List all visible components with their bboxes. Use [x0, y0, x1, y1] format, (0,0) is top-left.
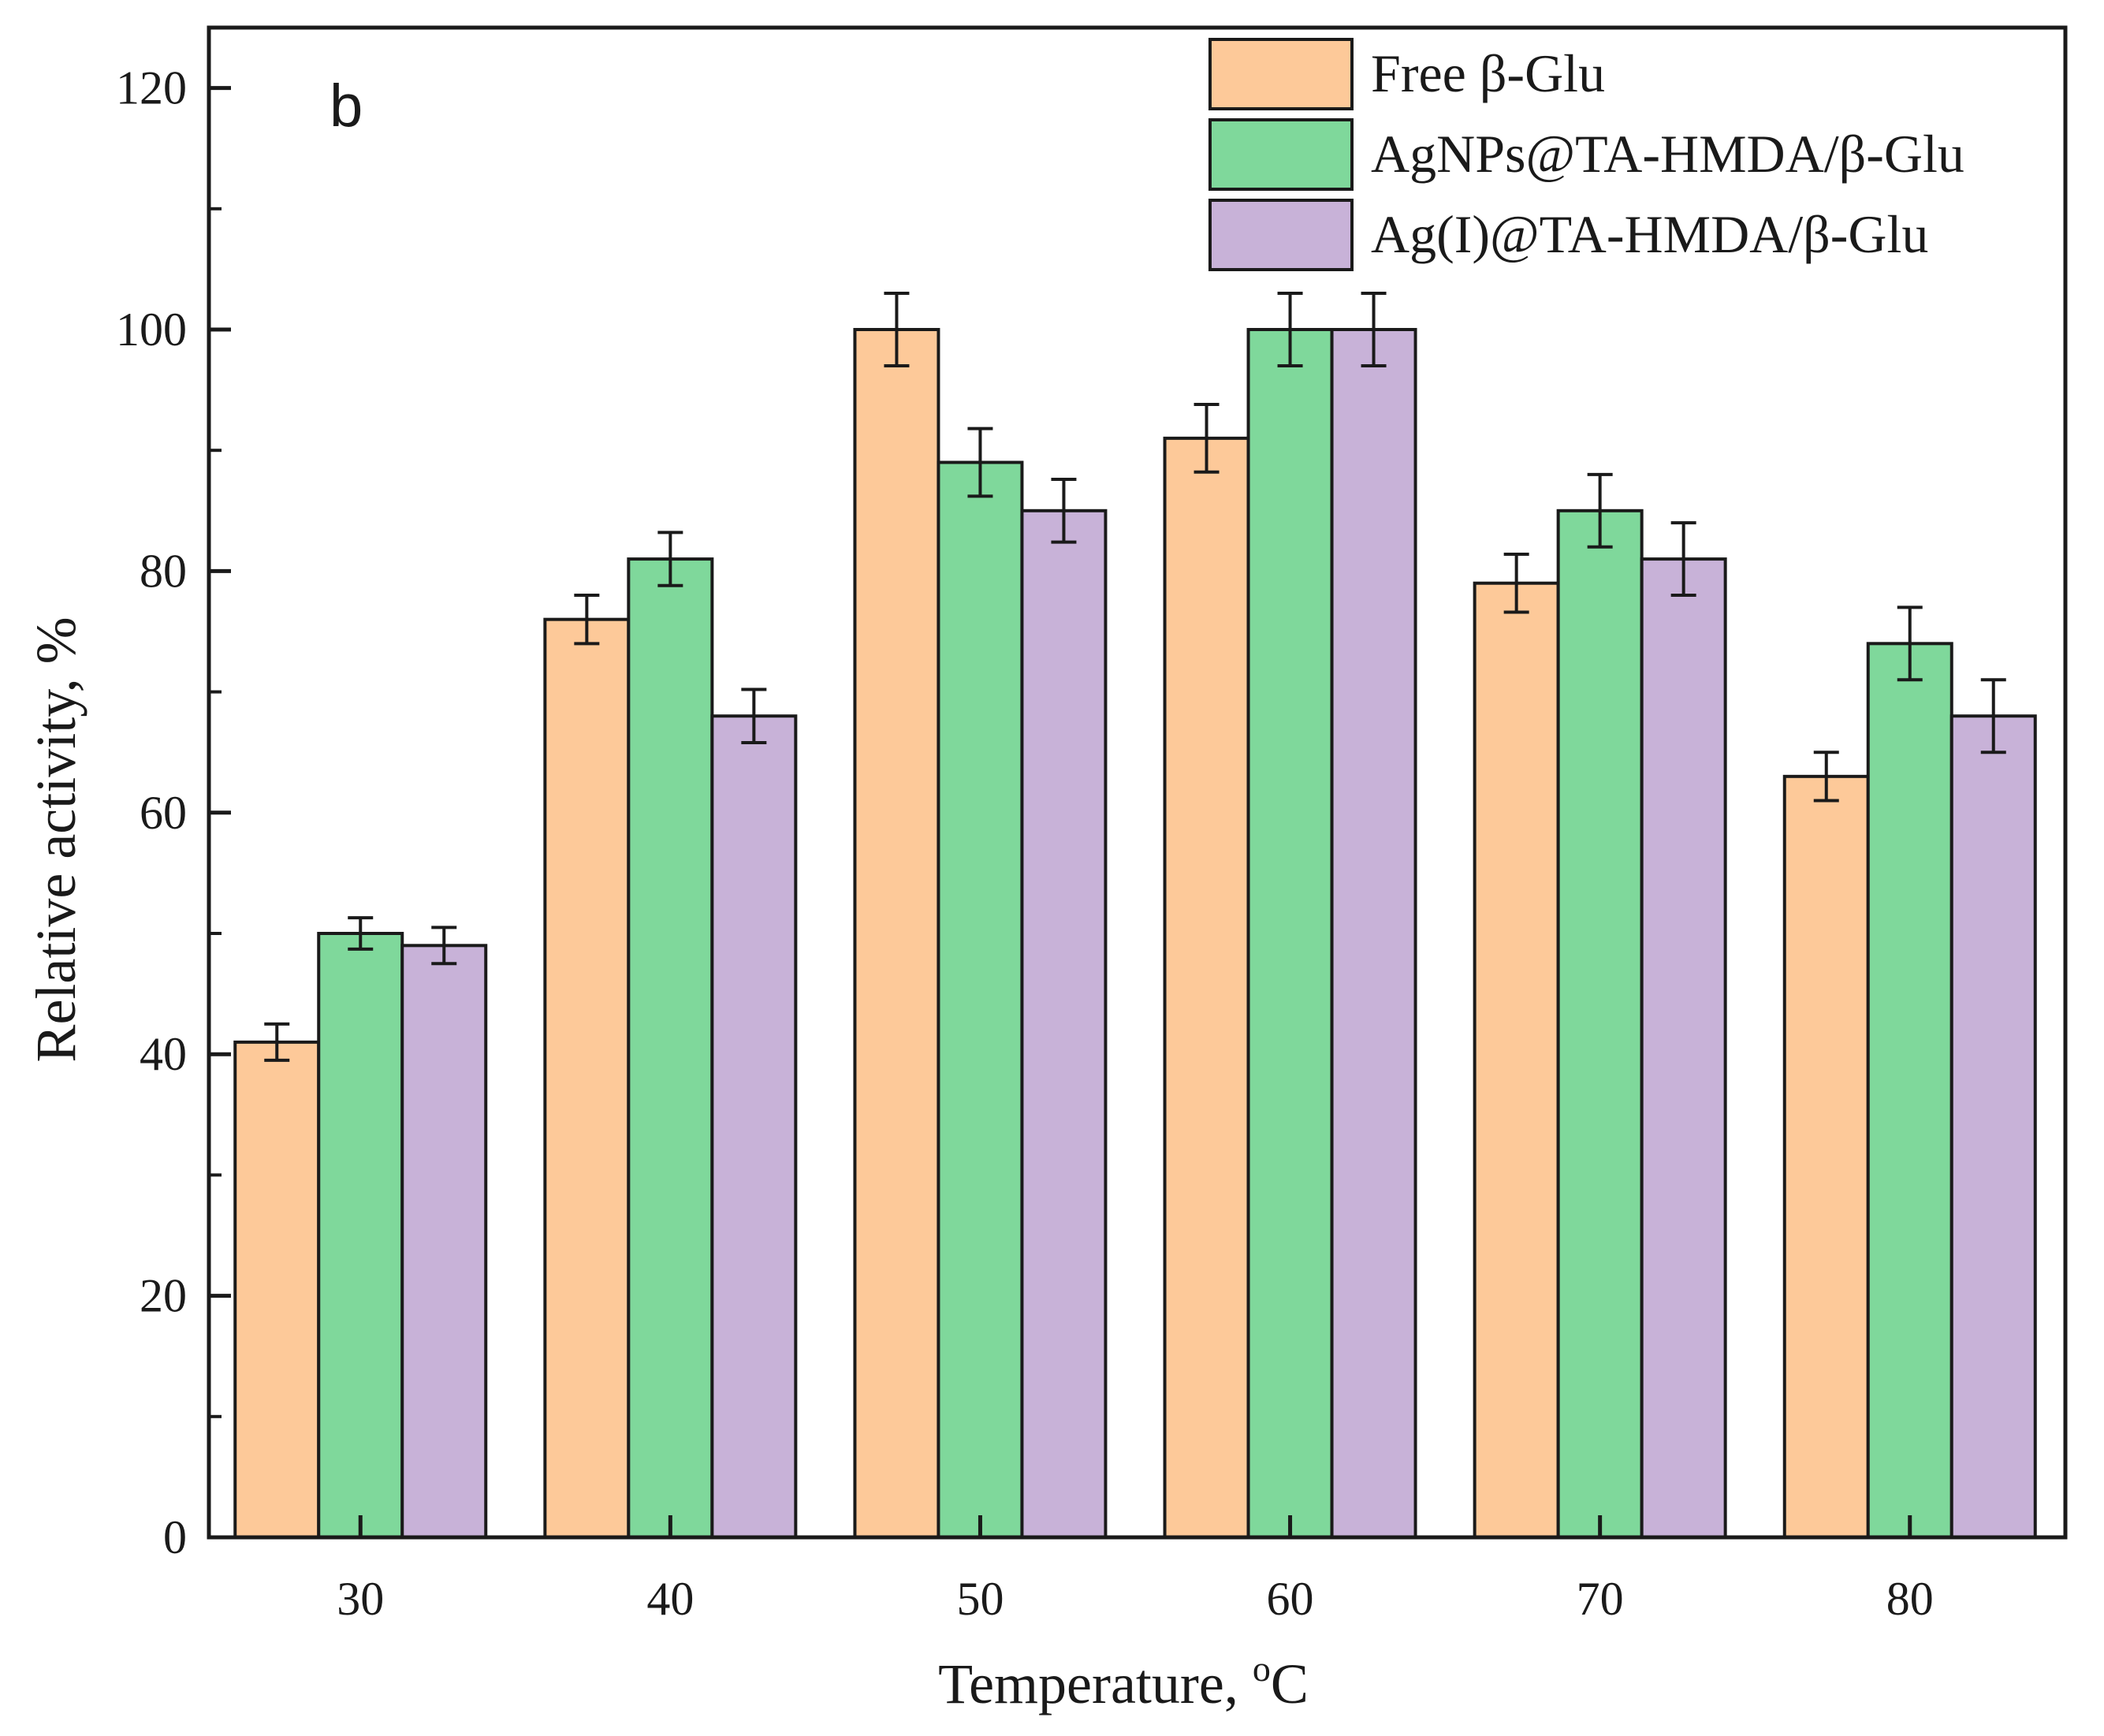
y-axis: 0 20 40 60 80 100 120: [116, 62, 231, 1563]
y-tick-label: 40: [140, 1028, 187, 1080]
legend-swatch: [1208, 199, 1354, 271]
x-tick-label: 60: [1267, 1573, 1314, 1625]
error-bar: [741, 687, 767, 744]
bar-ag-i-ta-hmda-glu-80: [1949, 714, 2037, 1539]
x-tick-label: 50: [956, 1573, 1004, 1625]
legend: Free β-Glu AgNPs@TA-HMDA/β-Glu Ag(I)@TA-HM…: [1208, 38, 1964, 271]
bar-free-glu-60: [1163, 436, 1250, 1539]
x-axis-title-text: Temperature,: [938, 1652, 1253, 1716]
legend-label: AgNPs@TA-HMDA/β-Glu: [1371, 124, 1964, 184]
y-axis-title: Relative activity, %: [24, 617, 88, 1062]
x-tick-label: 70: [1577, 1573, 1624, 1625]
x-axis-title-degree: o: [1253, 1648, 1271, 1689]
bars-layer: [233, 328, 2037, 1540]
bar-ag-i-ta-hmda-glu-70: [1640, 557, 1727, 1540]
x-axis-title-unit: C: [1271, 1652, 1309, 1716]
error-bar: [1361, 292, 1387, 367]
x-axis: 30 40 50 60 70 80: [337, 1515, 1934, 1625]
error-bar: [1503, 552, 1529, 614]
bar-free-glu-50: [853, 328, 940, 1539]
error-bar: [431, 926, 457, 966]
bar-agnps-ta-hmda-glu-30: [317, 932, 404, 1539]
bar-ag-i-ta-hmda-glu-50: [1020, 509, 1108, 1539]
panel-label: b: [330, 73, 363, 140]
error-bar: [1194, 402, 1220, 474]
bar-agnps-ta-hmda-glu-60: [1246, 328, 1334, 1539]
x-axis-title: Temperature, oC: [938, 1648, 1309, 1716]
y-tick-label: 20: [140, 1270, 187, 1322]
y-tick-label: 0: [163, 1511, 187, 1563]
legend-label: Ag(I)@TA-HMDA/β-Glu: [1371, 204, 1928, 264]
error-bar: [967, 427, 993, 498]
bar-ag-i-ta-hmda-glu-30: [400, 944, 488, 1539]
bar-agnps-ta-hmda-glu-70: [1556, 509, 1644, 1539]
legend-swatch: [1208, 118, 1354, 191]
error-bar: [884, 292, 910, 367]
error-bar: [1813, 751, 1839, 803]
y-tick-label: 80: [140, 545, 187, 597]
error-bar: [1897, 605, 1923, 682]
bar-free-glu-70: [1473, 581, 1560, 1539]
error-bar: [1277, 292, 1303, 367]
error-bar: [264, 1022, 290, 1062]
bar-free-glu-40: [543, 617, 631, 1539]
bar-ag-i-ta-hmda-glu-40: [710, 714, 798, 1539]
y-tick-label: 120: [116, 62, 187, 114]
error-bar: [1051, 477, 1077, 544]
bar-ag-i-ta-hmda-glu-60: [1330, 328, 1417, 1539]
error-bar: [574, 594, 600, 646]
bar-free-glu-30: [233, 1040, 321, 1539]
bar-agnps-ta-hmda-glu-80: [1866, 642, 1953, 1540]
bar-free-glu-80: [1782, 774, 1870, 1539]
error-bar: [1587, 472, 1613, 549]
x-tick-label: 80: [1886, 1573, 1934, 1625]
bar-agnps-ta-hmda-glu-50: [937, 460, 1024, 1539]
bar-agnps-ta-hmda-glu-40: [627, 557, 714, 1540]
y-tick-label: 100: [116, 304, 187, 356]
legend-label: Free β-Glu: [1371, 43, 1605, 103]
error-bar: [348, 916, 374, 951]
x-tick-label: 40: [646, 1573, 694, 1625]
error-bar: [1670, 521, 1696, 598]
x-tick-label: 30: [337, 1573, 384, 1625]
plot-frame: [207, 25, 2068, 1540]
error-bar: [657, 531, 683, 587]
error-bar: [1980, 678, 2006, 754]
legend-swatch: [1208, 38, 1354, 110]
y-tick-label: 60: [140, 787, 187, 839]
error-bars-layer: [264, 292, 2006, 1062]
